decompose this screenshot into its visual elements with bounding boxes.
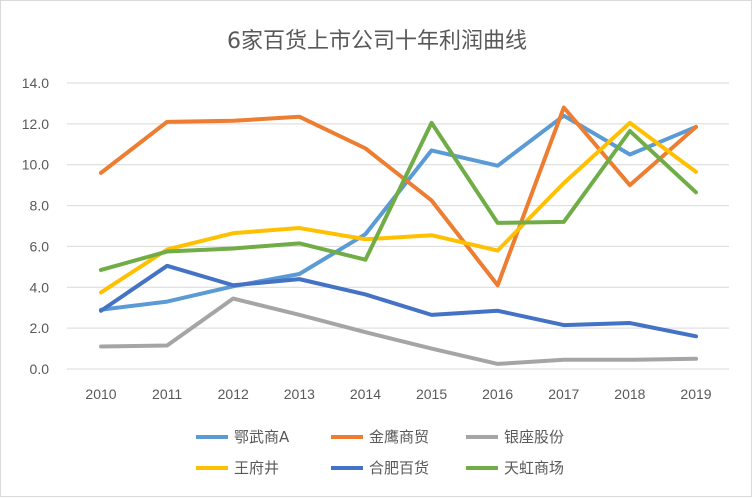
x-tick-label: 2016: [482, 386, 513, 402]
x-tick-label: 2013: [284, 386, 315, 402]
legend-label: 合肥百货: [369, 459, 429, 477]
series-line-王府井: [99, 120, 698, 295]
legend-label: 王府井: [234, 459, 279, 477]
x-tick-label: 2019: [680, 386, 711, 402]
legend-label: 银座股份: [504, 428, 564, 446]
x-tick-label: 2011: [152, 386, 182, 402]
y-tick-label: 10.0: [22, 157, 49, 173]
x-tick-label: 2017: [548, 386, 579, 402]
x-tick-label: 2015: [416, 386, 447, 402]
legend-item: 天虹商场: [466, 459, 564, 477]
series-line-金鹰商贸: [99, 105, 698, 288]
legend-label: 天虹商场: [504, 459, 564, 477]
legend-label: 鄂武商A: [234, 428, 290, 446]
legend-item: 银座股份: [466, 428, 564, 446]
series-line-天虹商场: [99, 120, 698, 272]
legend-item: 合肥百货: [331, 459, 429, 477]
x-tick-label: 2010: [85, 386, 116, 402]
series-line-合肥百货: [99, 263, 698, 339]
y-tick-label: 4.0: [30, 279, 50, 295]
y-tick-label: 6.0: [30, 238, 50, 254]
chart-title: 6家百货上市公司十年利润曲线: [227, 29, 527, 54]
y-tick-label: 2.0: [30, 320, 50, 336]
series-line-银座股份: [99, 296, 698, 366]
legend-label: 金鹰商贸: [369, 428, 429, 446]
legend-item: 鄂武商A: [196, 428, 290, 446]
x-tick-label: 2012: [218, 386, 249, 402]
legend-item: 金鹰商贸: [331, 428, 429, 446]
y-tick-label: 8.0: [30, 198, 50, 214]
y-tick-label: 14.0: [22, 75, 49, 91]
legend-item: 王府井: [196, 459, 279, 477]
x-tick-label: 2014: [350, 386, 381, 402]
y-tick-label: 0.0: [30, 361, 50, 377]
y-tick-label: 12.0: [22, 116, 49, 132]
x-tick-label: 2018: [614, 386, 645, 402]
